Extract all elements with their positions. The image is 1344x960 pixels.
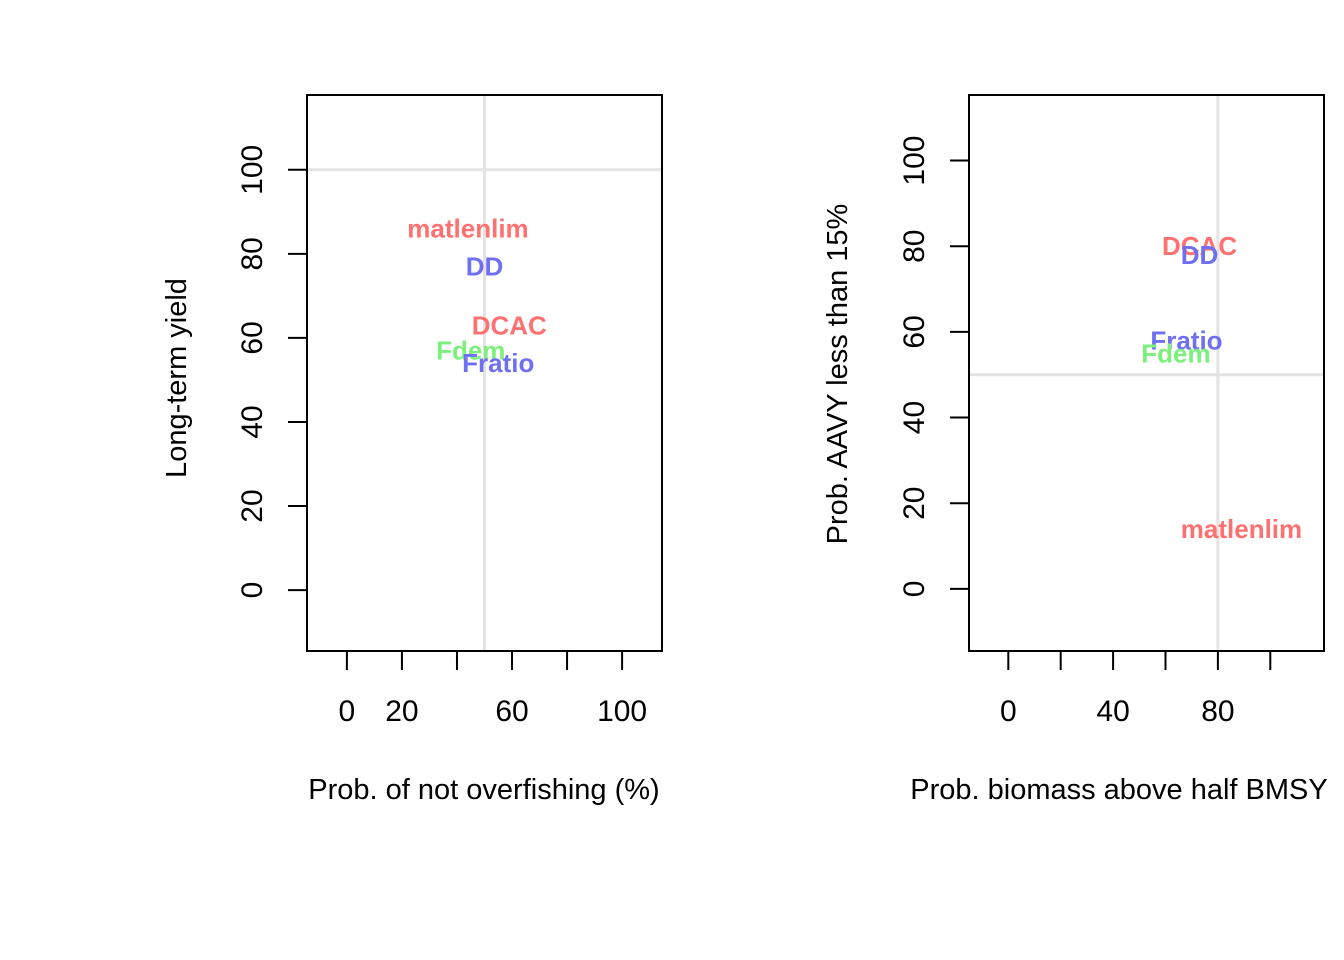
y-tick-label: 60	[898, 315, 931, 348]
point-label-fdem: Fdem	[1141, 338, 1210, 368]
x-tick-label: 0	[339, 695, 356, 728]
point-label-dcac: DCAC	[472, 310, 547, 340]
x-tick-label: 60	[495, 695, 528, 728]
point-label-fratio: Fratio	[1150, 325, 1222, 355]
y-tick-label: 100	[898, 136, 931, 186]
x-tick-label: 80	[1201, 695, 1234, 728]
y-tick-label: 40	[236, 405, 269, 438]
y-tick-label: 20	[236, 489, 269, 522]
x-tick-label: 20	[385, 695, 418, 728]
point-label-matlenlim: matlenlim	[407, 214, 528, 244]
y-axis-title: Long-term yield	[161, 278, 193, 478]
point-label-dd: DD	[466, 251, 504, 281]
x-axis-title: Prob. biomass above half BMSY	[910, 774, 1327, 806]
x-tick-label: 0	[1000, 695, 1017, 728]
y-tick-label: 40	[898, 401, 931, 434]
y-tick-label: 100	[236, 145, 269, 195]
point-label-fdem: Fdem	[436, 336, 505, 366]
chart-panel-2: 0 40 80 0 20 40 60 80 100 Prob. biomass above hal…	[822, 94, 1328, 806]
x-tick-label: 100	[597, 695, 647, 728]
point-label-dcac: DCAC	[1162, 231, 1237, 261]
point-label-dd: DD	[1181, 240, 1219, 270]
point-label-matlenlim: matlenlim	[1181, 514, 1302, 544]
y-tick-label: 80	[236, 237, 269, 270]
y-axis-title: Prob. AAVY less than 15%	[822, 204, 854, 545]
y-tick-label: 60	[236, 321, 269, 354]
x-tick-label: 40	[1096, 695, 1129, 728]
y-tick-label: 80	[898, 230, 931, 263]
point-label-fratio: Fratio	[462, 348, 534, 378]
x-axis-title: Prob. of not overfishing (%)	[308, 774, 659, 806]
plot-frame	[306, 94, 663, 652]
plot-frame	[968, 94, 1325, 652]
y-tick-label: 0	[898, 581, 931, 598]
y-tick-label: 20	[898, 487, 931, 520]
chart-panel-1: 0 20 60 100 0 20 40 60 80 100 Prob. of not overfis…	[161, 94, 663, 806]
y-tick-label: 0	[236, 582, 269, 599]
